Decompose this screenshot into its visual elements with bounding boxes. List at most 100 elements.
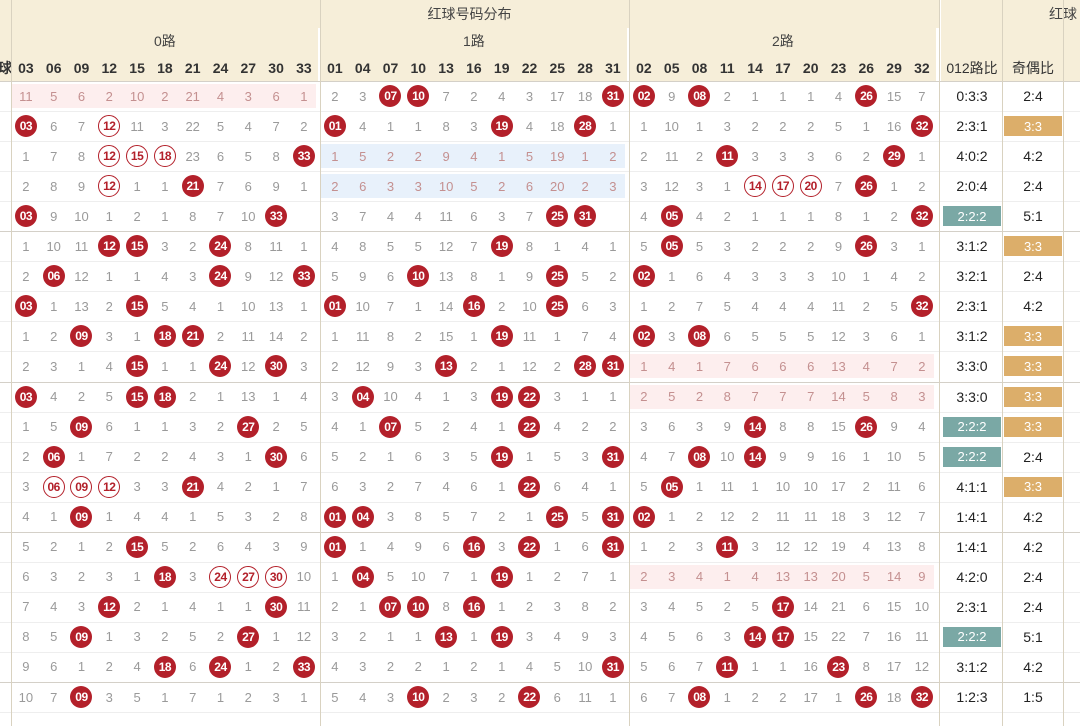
table-cell: 06 — [40, 442, 68, 472]
table-cell: 1 — [216, 298, 225, 314]
ratio-odd-even-badge: 3:3 — [1004, 416, 1062, 437]
table-cell: 7 — [216, 208, 225, 224]
table-cell: 5 — [359, 148, 367, 164]
table-cell: 3 — [161, 118, 169, 134]
table-cell: 06 — [40, 261, 68, 291]
ratio-012-cell: 3:3:0 — [956, 388, 988, 405]
red-ball: 31 — [574, 205, 597, 228]
red-ball: 23 — [827, 655, 850, 678]
table-cell: 2 — [414, 659, 422, 675]
table-cell: 1 — [386, 449, 395, 465]
table-cell: 8 — [918, 539, 926, 555]
table-cell: 4 — [386, 208, 395, 224]
table-cell: 3 — [50, 358, 58, 374]
table-cell: 4 — [890, 268, 898, 284]
column-header-31: 31 — [599, 54, 627, 81]
table-cell: 5 — [640, 659, 648, 675]
table-cell: 11 — [713, 141, 741, 171]
table-cell: 7 — [890, 358, 898, 374]
table-cell: 5 — [161, 298, 169, 314]
table-cell: 1 — [272, 479, 280, 495]
header-ratio-blank — [941, 28, 1080, 54]
table-cell: 2 — [640, 148, 648, 164]
table-cell: 6 — [50, 659, 58, 675]
table-cell: 4 — [695, 208, 704, 224]
table-cell: 2 — [751, 509, 759, 525]
red-ball: 28 — [574, 355, 597, 378]
table-cell: 6 — [918, 479, 926, 495]
table-cell: 1 — [161, 178, 169, 194]
table-cell: 8 — [862, 659, 870, 675]
table-cell: 25 — [543, 201, 571, 231]
table-cell: 3 — [695, 178, 704, 194]
red-ball: 32 — [910, 205, 933, 228]
ratio-012-cell: 2:2:2 — [941, 442, 1003, 472]
table-cell: 3 — [300, 358, 308, 374]
red-ball: 15 — [126, 385, 149, 408]
table-cell: 3 — [723, 238, 731, 254]
table-cell: 1 — [581, 148, 589, 164]
table-cell: 31 — [599, 81, 627, 111]
table-cell: 3 — [807, 268, 815, 284]
table-cell: 4 — [862, 358, 870, 374]
table-cell: 26 — [852, 682, 880, 712]
table-cell: 05 — [658, 201, 686, 231]
table-cell: 3 — [918, 389, 926, 405]
table-cell: 4 — [331, 419, 339, 435]
table-cell: 15 — [886, 599, 902, 615]
table-cell: 14 — [741, 622, 769, 652]
table-cell: 25 — [543, 261, 571, 291]
table-cell: 2 — [161, 88, 169, 104]
red-ball: 18 — [153, 385, 176, 408]
table-cell: 3 — [779, 268, 787, 284]
table-cell: 16 — [460, 592, 488, 622]
column-header-19: 19 — [487, 54, 516, 81]
table-cell: 9 — [890, 419, 898, 435]
table-cell: 08 — [686, 682, 714, 712]
column-header-29: 29 — [880, 54, 908, 81]
table-cell: 10 — [775, 479, 791, 495]
table-cell: 5 — [723, 298, 731, 314]
table-cell: 2 — [414, 148, 422, 164]
table-cell: 12 — [664, 178, 679, 194]
red-ball: 15 — [126, 355, 149, 378]
table-cell: 4 — [723, 268, 731, 284]
ratio-odd-even-cell: 1:5 — [1023, 689, 1043, 706]
table-cell: 15 — [123, 351, 151, 381]
table-cell: 2 — [386, 148, 395, 164]
table-cell: 7 — [359, 208, 367, 224]
table-cell: 1 — [386, 629, 395, 645]
table-cell: 12 — [95, 231, 123, 261]
table-cell: 1 — [300, 298, 308, 314]
table-cell: 20 — [550, 178, 565, 194]
red-ball: 19 — [490, 235, 513, 258]
red-ball: 26 — [855, 175, 878, 198]
table-cell: 6 — [470, 479, 478, 495]
table-cell: 01 — [321, 502, 349, 532]
table-cell: 13 — [831, 358, 846, 374]
ratio-odd-even-cell: 3:3 — [1003, 382, 1063, 412]
table-cell: 15 — [123, 231, 151, 261]
red-ball: 33 — [265, 205, 288, 228]
table-cell: 7 — [834, 178, 843, 194]
table-cell: 7 — [77, 118, 86, 134]
table-cell: 8 — [525, 238, 534, 254]
table-cell: 1 — [22, 419, 30, 435]
table-cell: 15 — [123, 141, 151, 171]
table-cell: 1 — [133, 419, 141, 435]
table-cell: 7 — [779, 389, 787, 405]
column-header-13: 13 — [432, 54, 460, 81]
table-cell: 14 — [803, 599, 818, 615]
table-cell: 18 — [577, 88, 593, 104]
table-cell: 1 — [216, 389, 225, 405]
column-header-25: 25 — [543, 54, 572, 81]
table-cell: 4 — [161, 509, 169, 525]
ringed-ball: 12 — [98, 175, 121, 198]
table-cell: 3 — [723, 629, 731, 645]
table-cell: 3 — [525, 629, 534, 645]
table-cell: 1 — [161, 419, 169, 435]
table-cell: 5 — [216, 118, 225, 134]
table-cell: 2 — [470, 358, 478, 374]
table-cell: 04 — [349, 562, 377, 592]
table-cell: 7 — [723, 358, 731, 374]
